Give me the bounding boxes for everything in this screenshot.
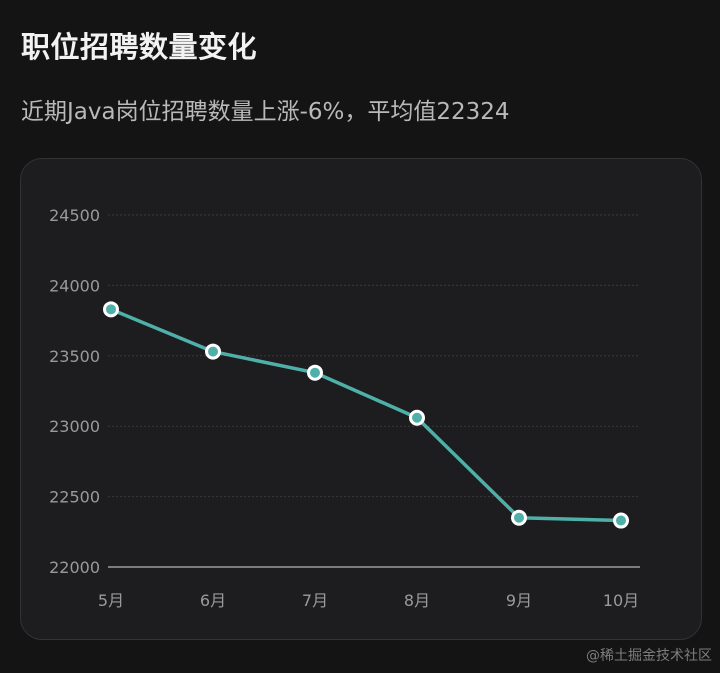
x-tick-label: 7月 [302, 591, 328, 610]
data-point [205, 343, 221, 360]
x-tick-label: 10月 [603, 591, 639, 610]
data-point [409, 409, 425, 426]
series-line [109, 307, 623, 523]
chart-subtitle: 近期Java岗位招聘数量上涨-6%，平均值22324 [21, 99, 510, 125]
data-point [103, 301, 119, 318]
y-tick-label: 24500 [49, 206, 100, 225]
chart-card [20, 158, 702, 640]
y-tick-label: 22500 [49, 488, 100, 507]
watermark: @稀土掘金技术社区 [586, 648, 712, 664]
x-tick-label: 9月 [506, 591, 532, 610]
x-tick-label: 6月 [200, 591, 226, 610]
chart-title: 职位招聘数量变化 [21, 30, 258, 64]
data-point [307, 364, 323, 381]
y-tick-label: 23500 [49, 347, 100, 366]
x-tick-label: 8月 [404, 591, 430, 610]
data-point [511, 509, 527, 526]
y-tick-label: 24000 [49, 276, 100, 295]
x-tick-label: 5月 [98, 591, 124, 610]
y-tick-label: 23000 [49, 417, 100, 436]
y-tick-label: 22000 [49, 558, 100, 577]
data-point [613, 512, 629, 529]
